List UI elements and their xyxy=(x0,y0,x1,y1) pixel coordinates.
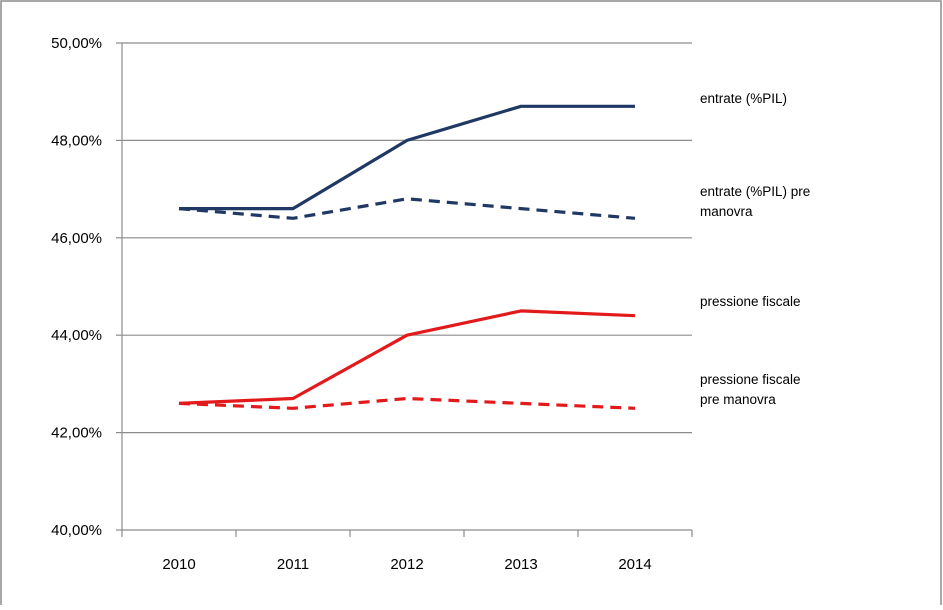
y-tick-labels: 40,00% 42,00% 44,00% 46,00% 48,00% 50,00% xyxy=(51,35,102,539)
x-tick-labels: 2010 2011 2012 2013 2014 xyxy=(162,556,651,573)
x-tick-label: 2010 xyxy=(162,556,195,573)
y-tick-label: 46,00% xyxy=(51,230,102,247)
series-lines xyxy=(178,104,636,410)
series-line-2 xyxy=(178,197,636,220)
x-tick-label: 2011 xyxy=(277,556,309,573)
legend-entry-4: pressione fiscale pre manovra xyxy=(700,372,801,407)
y-tick-label: 40,00% xyxy=(51,522,102,539)
y-tick-label: 42,00% xyxy=(51,425,102,442)
series-line-4 xyxy=(178,396,636,410)
axes xyxy=(116,42,693,537)
series-line-1 xyxy=(179,104,635,211)
x-tick-label: 2012 xyxy=(390,556,423,573)
y-tick-label: 48,00% xyxy=(51,132,102,149)
y-tick-label: 50,00% xyxy=(51,35,102,52)
legend: entrate (%PIL) entrate (%PIL) pre manovra p… xyxy=(700,91,810,407)
x-tick-label: 2013 xyxy=(504,556,537,573)
legend-entry-2: entrate (%PIL) pre manovra xyxy=(700,184,810,219)
x-tick-label: 2014 xyxy=(618,556,651,573)
legend-entry-1: entrate (%PIL) xyxy=(700,91,787,106)
y-tick-label: 44,00% xyxy=(51,327,102,344)
legend-entry-3: pressione fiscale xyxy=(700,294,801,309)
series-line-3 xyxy=(178,309,636,405)
